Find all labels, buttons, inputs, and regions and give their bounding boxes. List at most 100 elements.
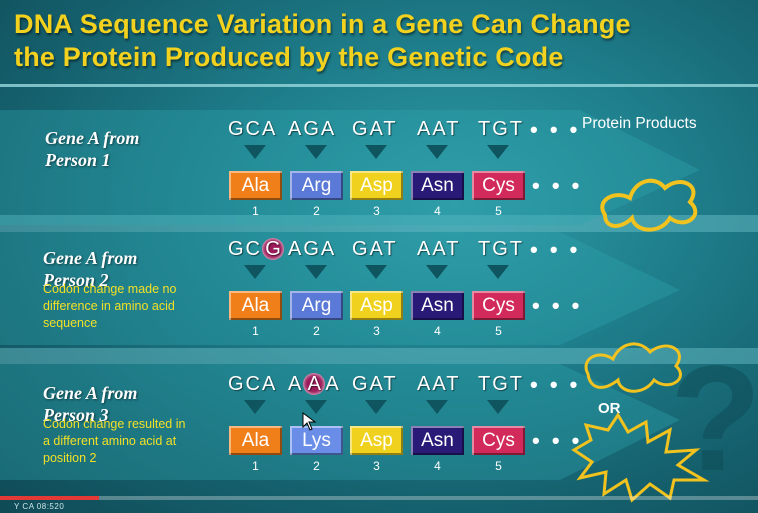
amino-acid-arg: Arg	[290, 291, 343, 320]
amino-acid-asn: Asn	[411, 426, 464, 455]
protein-shape-variant-2	[566, 410, 716, 505]
amino-acid-position: 5	[472, 204, 525, 218]
translation-arrow-icon	[426, 265, 448, 279]
codon-bases: AAT	[417, 373, 460, 395]
codon: TGT	[478, 117, 524, 141]
amino-acid-position: 5	[472, 459, 525, 473]
mutated-base: G	[262, 238, 284, 260]
protein-products-label: Protein Products	[582, 115, 697, 133]
codon-bases: GCA	[228, 373, 277, 395]
amino-acid-asp: Asp	[350, 426, 403, 455]
translation-arrow-icon	[487, 145, 509, 159]
codon: TGT	[478, 237, 524, 261]
translation-arrow-icon	[244, 265, 266, 279]
variation-note-line: position 2	[43, 450, 185, 467]
codon: GC G	[228, 237, 284, 261]
amino-acid-position: 4	[411, 324, 464, 338]
person-label: Gene A from Person 1	[45, 127, 139, 171]
title-line-1: DNA Sequence Variation in a Gene Can Cha…	[14, 8, 631, 41]
title-line-2: the Protein Produced by the Genetic Code	[14, 41, 631, 74]
codon-continuation-dots: • • •	[530, 239, 580, 261]
variation-note-line: Codon change resulted in	[43, 416, 185, 433]
amino-acid-position: 4	[411, 204, 464, 218]
amino-acid-position: 5	[472, 324, 525, 338]
amino-acid-asn: Asn	[411, 171, 464, 200]
variation-note-line: Codon change made no	[43, 281, 176, 298]
codon: GCA	[228, 372, 277, 396]
variation-note-line: a different amino acid at	[43, 433, 185, 450]
amino-acid-continuation-dots: • • •	[532, 175, 582, 197]
amino-acid-position: 1	[229, 324, 282, 338]
amino-acid-continuation-dots: • • •	[532, 295, 582, 317]
amino-acid-position: 1	[229, 459, 282, 473]
codon: GAT	[352, 117, 398, 141]
codon-bases: A	[325, 373, 340, 395]
amino-acid-cys: Cys	[472, 426, 525, 455]
codon-bases: TGT	[478, 373, 524, 395]
translation-arrow-icon	[365, 400, 387, 414]
translation-arrow-icon	[426, 400, 448, 414]
translation-arrow-icon	[426, 145, 448, 159]
amino-acid-ala: Ala	[229, 426, 282, 455]
amino-acid-cys: Cys	[472, 291, 525, 320]
amino-acid-ala: Ala	[229, 291, 282, 320]
codon: AGA	[288, 117, 336, 141]
codon: TGT	[478, 372, 524, 396]
amino-acid-asp: Asp	[350, 171, 403, 200]
codon-bases: GAT	[352, 118, 398, 140]
codon: GAT	[352, 372, 398, 396]
person-label-line: Person 1	[45, 149, 139, 171]
codon-bases: AGA	[288, 118, 336, 140]
translation-arrow-icon	[365, 145, 387, 159]
variation-note: Codon change resulted in a different amin…	[43, 416, 185, 467]
amino-acid-arg: Arg	[290, 171, 343, 200]
mutated-base: A	[303, 373, 325, 395]
codon-continuation-dots: • • •	[530, 119, 580, 141]
amino-acid-ala: Ala	[229, 171, 282, 200]
codon-bases: GCA	[228, 118, 277, 140]
codon: GCA	[228, 117, 277, 141]
amino-acid-position: 4	[411, 459, 464, 473]
codon: AGA	[288, 237, 336, 261]
amino-acid-position: 2	[290, 324, 343, 338]
codon-continuation-dots: • • •	[530, 374, 580, 396]
codon-bases: AAT	[417, 118, 460, 140]
amino-acid-position: 3	[350, 204, 403, 218]
protein-shape-variant-1	[578, 334, 698, 399]
amino-acid-position: 2	[290, 204, 343, 218]
codon-bases: TGT	[478, 238, 524, 260]
protein-shape-normal	[590, 160, 710, 240]
amino-acid-cys: Cys	[472, 171, 525, 200]
amino-acid-asp: Asp	[350, 291, 403, 320]
translation-arrow-icon	[487, 400, 509, 414]
translation-arrow-icon	[365, 265, 387, 279]
person-label-line: Gene A from	[45, 127, 139, 149]
video-progress-bar[interactable]	[0, 496, 758, 500]
video-progress-fill	[0, 496, 99, 500]
title-underline	[0, 84, 758, 87]
amino-acid-position: 1	[229, 204, 282, 218]
slide-title: DNA Sequence Variation in a Gene Can Cha…	[14, 8, 631, 74]
codon: AAT	[417, 117, 460, 141]
translation-arrow-icon	[305, 145, 327, 159]
codon-bases: GC	[228, 238, 262, 260]
mouse-cursor-icon	[302, 412, 318, 432]
variation-note-line: difference in amino acid	[43, 298, 176, 315]
codon: AAT	[417, 372, 460, 396]
codon-bases: AGA	[288, 238, 336, 260]
codon-bases: AAT	[417, 238, 460, 260]
amino-acid-asn: Asn	[411, 291, 464, 320]
codon: GAT	[352, 237, 398, 261]
codon-bases: A	[288, 373, 303, 395]
person-label-line: Gene A from	[43, 382, 137, 404]
amino-acid-position: 3	[350, 459, 403, 473]
person-label-line: Gene A from	[43, 247, 137, 269]
codon-bases: GAT	[352, 373, 398, 395]
variation-note: Codon change made no difference in amino …	[43, 281, 176, 332]
amino-acid-position: 2	[290, 459, 343, 473]
codon-bases: GAT	[352, 238, 398, 260]
codon-bases: TGT	[478, 118, 524, 140]
video-timestamp: Y CA 08:520	[14, 502, 64, 511]
